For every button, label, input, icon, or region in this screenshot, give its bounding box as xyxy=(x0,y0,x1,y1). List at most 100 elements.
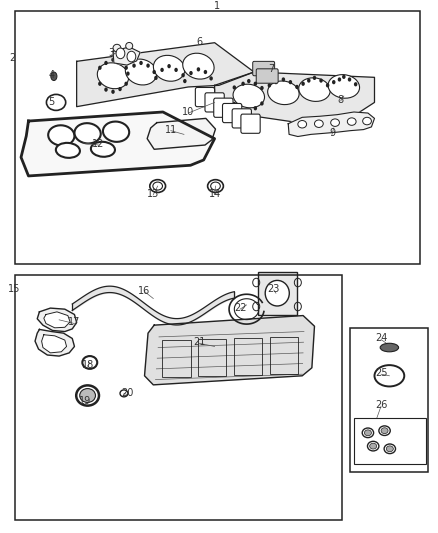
Ellipse shape xyxy=(74,123,101,143)
Polygon shape xyxy=(42,335,67,353)
Circle shape xyxy=(118,61,122,65)
Ellipse shape xyxy=(298,120,307,128)
Text: 2: 2 xyxy=(9,53,15,63)
FancyBboxPatch shape xyxy=(232,109,251,128)
Text: 17: 17 xyxy=(68,318,81,327)
Text: 8: 8 xyxy=(338,95,344,104)
Text: 6: 6 xyxy=(196,37,202,47)
Circle shape xyxy=(247,79,251,83)
Circle shape xyxy=(126,71,130,76)
FancyBboxPatch shape xyxy=(253,61,275,76)
Text: 7: 7 xyxy=(268,64,275,75)
Circle shape xyxy=(197,67,200,71)
Circle shape xyxy=(326,83,329,87)
Circle shape xyxy=(274,80,278,84)
Circle shape xyxy=(174,68,178,72)
Circle shape xyxy=(313,76,316,80)
FancyBboxPatch shape xyxy=(256,69,278,83)
Bar xyxy=(162,340,191,377)
Circle shape xyxy=(332,80,336,84)
Circle shape xyxy=(116,48,125,59)
Text: 3: 3 xyxy=(109,49,115,59)
Circle shape xyxy=(342,75,346,79)
Text: 24: 24 xyxy=(375,334,387,343)
Bar xyxy=(15,274,342,520)
Circle shape xyxy=(238,106,242,110)
Circle shape xyxy=(260,86,264,90)
Ellipse shape xyxy=(56,143,80,158)
Circle shape xyxy=(189,71,193,75)
Ellipse shape xyxy=(80,389,95,402)
Circle shape xyxy=(104,61,108,65)
Circle shape xyxy=(146,63,150,68)
Bar xyxy=(258,272,297,314)
Polygon shape xyxy=(288,112,374,136)
Circle shape xyxy=(233,85,236,90)
Polygon shape xyxy=(21,112,215,176)
Circle shape xyxy=(354,82,357,86)
Circle shape xyxy=(254,106,257,110)
Ellipse shape xyxy=(233,84,265,108)
Circle shape xyxy=(260,101,264,106)
Text: 11: 11 xyxy=(165,125,177,134)
Ellipse shape xyxy=(125,59,157,85)
Bar xyxy=(270,337,298,374)
Text: 22: 22 xyxy=(234,303,246,313)
Ellipse shape xyxy=(331,119,339,126)
Circle shape xyxy=(268,83,271,87)
Polygon shape xyxy=(145,316,314,385)
Ellipse shape xyxy=(153,55,185,81)
Text: 1: 1 xyxy=(214,2,220,12)
Circle shape xyxy=(132,63,136,68)
Circle shape xyxy=(98,66,102,70)
Ellipse shape xyxy=(299,78,330,101)
Bar xyxy=(15,11,420,264)
Circle shape xyxy=(307,78,311,83)
FancyBboxPatch shape xyxy=(205,93,224,112)
Circle shape xyxy=(160,68,164,72)
Text: 4: 4 xyxy=(49,70,55,80)
Circle shape xyxy=(154,76,158,80)
Circle shape xyxy=(241,82,245,86)
Ellipse shape xyxy=(347,118,356,125)
Text: 14: 14 xyxy=(208,189,221,198)
Text: 5: 5 xyxy=(49,98,55,107)
Polygon shape xyxy=(35,329,74,356)
Text: 25: 25 xyxy=(375,368,387,378)
Polygon shape xyxy=(113,47,140,65)
Ellipse shape xyxy=(314,120,323,127)
Text: 16: 16 xyxy=(138,286,151,295)
FancyBboxPatch shape xyxy=(223,103,242,123)
Ellipse shape xyxy=(91,142,115,157)
Circle shape xyxy=(118,87,122,91)
Text: 23: 23 xyxy=(268,284,280,294)
Text: 18: 18 xyxy=(81,360,94,370)
Text: 15: 15 xyxy=(8,284,20,294)
Text: 9: 9 xyxy=(329,128,335,138)
Circle shape xyxy=(209,76,213,80)
Circle shape xyxy=(124,82,128,86)
Text: 12: 12 xyxy=(92,139,105,149)
Text: 20: 20 xyxy=(121,389,133,398)
Ellipse shape xyxy=(183,53,214,79)
Circle shape xyxy=(204,70,207,74)
Ellipse shape xyxy=(386,446,393,452)
Circle shape xyxy=(348,77,351,82)
Polygon shape xyxy=(37,308,77,332)
Ellipse shape xyxy=(380,343,399,352)
Circle shape xyxy=(111,90,115,94)
Ellipse shape xyxy=(265,280,290,306)
Polygon shape xyxy=(147,118,215,149)
Bar xyxy=(354,418,426,464)
Circle shape xyxy=(282,77,285,82)
Ellipse shape xyxy=(328,75,360,98)
Circle shape xyxy=(254,82,257,86)
Circle shape xyxy=(139,61,143,65)
Circle shape xyxy=(295,85,299,89)
FancyBboxPatch shape xyxy=(195,87,215,107)
Polygon shape xyxy=(44,312,70,328)
FancyBboxPatch shape xyxy=(241,114,260,133)
Ellipse shape xyxy=(103,122,129,142)
Ellipse shape xyxy=(381,428,388,434)
Circle shape xyxy=(247,109,251,113)
